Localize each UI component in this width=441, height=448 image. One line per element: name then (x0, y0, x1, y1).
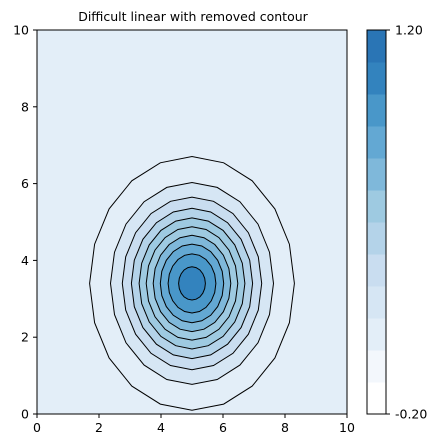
contour-line (159, 243, 225, 324)
x-axis: 0 2 4 6 8 10 (33, 414, 355, 435)
x-tick-label: 4 (157, 420, 165, 435)
contour-line (145, 226, 239, 341)
colorbar-band (367, 286, 386, 319)
y-tick-label: 8 (21, 99, 29, 114)
colorbar-tick-label-max: 1.20 (395, 23, 423, 38)
colorbar-frame (366, 29, 387, 415)
y-tick-label: 0 (21, 407, 29, 422)
y-tick-label: 10 (13, 23, 29, 38)
y-tick-label: 2 (21, 330, 29, 345)
colorbar-band (367, 222, 386, 255)
colorbar-bands (367, 30, 386, 415)
colorbar-band (367, 190, 386, 223)
contour-line (121, 196, 263, 371)
x-tick-label: 6 (219, 420, 227, 435)
contour-line (167, 253, 217, 314)
colorbar-band (367, 62, 386, 95)
contour-line (109, 181, 275, 385)
y-tick-label: 6 (21, 176, 29, 191)
colorbar-band (367, 254, 386, 287)
x-tick-label: 0 (33, 420, 41, 435)
colorbar-tick-label-min: -0.20 (395, 407, 427, 422)
contour-line (89, 155, 295, 411)
colorbar-band (367, 30, 386, 63)
colorbar-band (367, 350, 386, 383)
colorbar-band (367, 94, 386, 127)
colorbar-band (367, 382, 386, 415)
x-tick-label: 8 (281, 420, 289, 435)
contour-fills (89, 156, 295, 411)
colorbar-band (367, 158, 386, 191)
contour-line (138, 217, 246, 350)
contour-line (152, 234, 232, 333)
y-axis: 0 2 4 6 8 10 (13, 23, 37, 422)
colorbar: 1.20 -0.20 (366, 23, 427, 422)
contour-line (130, 207, 254, 360)
contour-line (178, 266, 206, 301)
contour-fill (178, 266, 206, 300)
colorbar-band (367, 318, 386, 351)
contour-lines (89, 155, 295, 411)
x-tick-label: 10 (339, 420, 355, 435)
colorbar-band (367, 126, 386, 159)
x-tick-label: 2 (95, 420, 103, 435)
chart-title: Difficult linear with removed contour (78, 9, 308, 24)
plot-frame (36, 29, 348, 415)
y-tick-label: 4 (21, 253, 29, 268)
